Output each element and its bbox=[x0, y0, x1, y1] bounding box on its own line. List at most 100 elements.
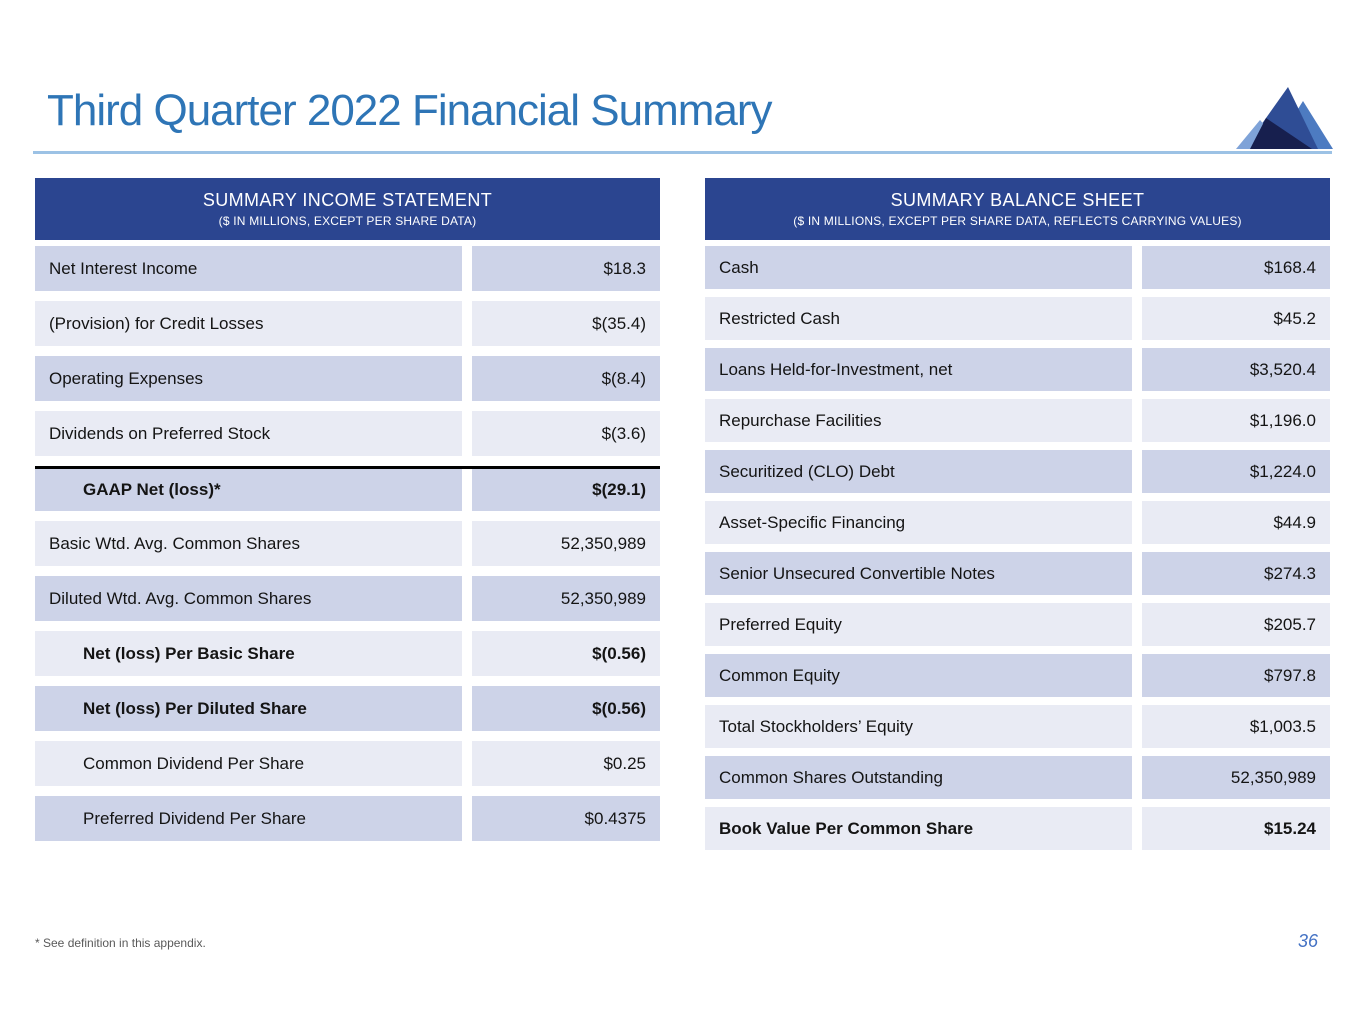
table-subtitle: ($ IN MILLIONS, EXCEPT PER SHARE DATA) bbox=[218, 214, 477, 228]
row-value: $(0.56) bbox=[472, 686, 660, 731]
row-value: $18.3 bbox=[472, 246, 660, 291]
row-label: Repurchase Facilities bbox=[705, 399, 1132, 442]
table-row: Preferred Dividend Per Share $0.4375 bbox=[35, 796, 660, 841]
row-label: Net (loss) Per Basic Share bbox=[35, 631, 462, 676]
table-row: Securitized (CLO) Debt $1,224.0 bbox=[705, 450, 1330, 493]
column-gap bbox=[462, 796, 472, 841]
column-gap bbox=[1132, 807, 1142, 850]
row-label: Preferred Dividend Per Share bbox=[35, 796, 462, 841]
column-gap bbox=[1132, 501, 1142, 544]
row-value: $0.25 bbox=[472, 741, 660, 786]
table-row: Basic Wtd. Avg. Common Shares 52,350,989 bbox=[35, 521, 660, 566]
row-value: $0.4375 bbox=[472, 796, 660, 841]
income-statement-rows: Net Interest Income $18.3 (Provision) for … bbox=[35, 246, 660, 841]
column-gap bbox=[462, 356, 472, 401]
page-number: 36 bbox=[1297, 931, 1318, 951]
income-statement-header: SUMMARY INCOME STATEMENT ($ IN MILLIONS,… bbox=[35, 178, 660, 240]
row-label: Restricted Cash bbox=[705, 297, 1132, 340]
table-title: SUMMARY INCOME STATEMENT bbox=[202, 190, 493, 210]
row-value: $205.7 bbox=[1142, 603, 1330, 646]
column-gap bbox=[462, 631, 472, 676]
row-label: (Provision) for Credit Losses bbox=[35, 301, 462, 346]
row-value: 52,350,989 bbox=[472, 576, 660, 621]
table-row: Total Stockholders’ Equity $1,003.5 bbox=[705, 705, 1330, 748]
row-value: 52,350,989 bbox=[472, 521, 660, 566]
column-gap bbox=[1132, 756, 1142, 799]
row-value: $(0.56) bbox=[472, 631, 660, 676]
table-row: Preferred Equity $205.7 bbox=[705, 603, 1330, 646]
row-value: $15.24 bbox=[1142, 807, 1330, 850]
table-row: Book Value Per Common Share $15.24 bbox=[705, 807, 1330, 850]
table-row: Restricted Cash $45.2 bbox=[705, 297, 1330, 340]
row-label: Asset-Specific Financing bbox=[705, 501, 1132, 544]
row-value: $(3.6) bbox=[472, 411, 660, 456]
table-row: Repurchase Facilities $1,196.0 bbox=[705, 399, 1330, 442]
table-row: Dividends on Preferred Stock $(3.6) bbox=[35, 411, 660, 456]
row-value: $44.9 bbox=[1142, 501, 1330, 544]
row-label: Basic Wtd. Avg. Common Shares bbox=[35, 521, 462, 566]
row-value: $1,003.5 bbox=[1142, 705, 1330, 748]
column-gap bbox=[462, 576, 472, 621]
row-value: $1,224.0 bbox=[1142, 450, 1330, 493]
column-gap bbox=[462, 469, 472, 511]
row-label: Net (loss) Per Diluted Share bbox=[35, 686, 462, 731]
table-row: GAAP Net (loss)* $(29.1) bbox=[35, 466, 660, 511]
row-value: $45.2 bbox=[1142, 297, 1330, 340]
title-underline-rule bbox=[33, 151, 1332, 154]
column-gap bbox=[1132, 399, 1142, 442]
row-label: Cash bbox=[705, 246, 1132, 289]
page-title: Third Quarter 2022 Financial Summary bbox=[47, 86, 773, 135]
row-label: Securitized (CLO) Debt bbox=[705, 450, 1132, 493]
row-value: $(8.4) bbox=[472, 356, 660, 401]
row-label: Senior Unsecured Convertible Notes bbox=[705, 552, 1132, 595]
table-row: Common Equity $797.8 bbox=[705, 654, 1330, 697]
table-title: SUMMARY BALANCE SHEET bbox=[890, 190, 1145, 210]
row-label: Common Dividend Per Share bbox=[35, 741, 462, 786]
row-label: Total Stockholders’ Equity bbox=[705, 705, 1132, 748]
column-gap bbox=[1132, 705, 1142, 748]
row-value: $(35.4) bbox=[472, 301, 660, 346]
column-gap bbox=[1132, 297, 1142, 340]
row-label: Diluted Wtd. Avg. Common Shares bbox=[35, 576, 462, 621]
row-value: 52,350,989 bbox=[1142, 756, 1330, 799]
balance-sheet-table: SUMMARY BALANCE SHEET ($ IN MILLIONS, EX… bbox=[705, 178, 1330, 858]
table-row: Senior Unsecured Convertible Notes $274.3 bbox=[705, 552, 1330, 595]
table-row: Asset-Specific Financing $44.9 bbox=[705, 501, 1330, 544]
column-gap bbox=[462, 301, 472, 346]
column-gap bbox=[1132, 246, 1142, 289]
column-gap bbox=[462, 521, 472, 566]
row-label: GAAP Net (loss)* bbox=[35, 469, 462, 511]
column-gap bbox=[462, 741, 472, 786]
row-label: Preferred Equity bbox=[705, 603, 1132, 646]
column-gap bbox=[1132, 552, 1142, 595]
column-gap bbox=[462, 411, 472, 456]
table-row: (Provision) for Credit Losses $(35.4) bbox=[35, 301, 660, 346]
row-value: $797.8 bbox=[1142, 654, 1330, 697]
table-row: Operating Expenses $(8.4) bbox=[35, 356, 660, 401]
table-row: Common Shares Outstanding 52,350,989 bbox=[705, 756, 1330, 799]
row-label: Operating Expenses bbox=[35, 356, 462, 401]
column-gap bbox=[1132, 450, 1142, 493]
row-label: Dividends on Preferred Stock bbox=[35, 411, 462, 456]
balance-sheet-rows: Cash $168.4 Restricted Cash $45.2 Loans Held… bbox=[705, 246, 1330, 850]
table-row: Diluted Wtd. Avg. Common Shares 52,350,98… bbox=[35, 576, 660, 621]
table-row: Common Dividend Per Share $0.25 bbox=[35, 741, 660, 786]
row-value: $(29.1) bbox=[472, 469, 660, 511]
row-label: Common Shares Outstanding bbox=[705, 756, 1132, 799]
row-value: $1,196.0 bbox=[1142, 399, 1330, 442]
income-statement-table: SUMMARY INCOME STATEMENT ($ IN MILLIONS,… bbox=[35, 178, 660, 851]
row-value: $168.4 bbox=[1142, 246, 1330, 289]
table-row: Loans Held-for-Investment, net $3,520.4 bbox=[705, 348, 1330, 391]
table-row: Net Interest Income $18.3 bbox=[35, 246, 660, 291]
column-gap bbox=[1132, 603, 1142, 646]
table-row: Net (loss) Per Diluted Share $(0.56) bbox=[35, 686, 660, 731]
row-value: $3,520.4 bbox=[1142, 348, 1330, 391]
column-gap bbox=[462, 686, 472, 731]
row-value: $274.3 bbox=[1142, 552, 1330, 595]
table-row: Net (loss) Per Basic Share $(0.56) bbox=[35, 631, 660, 676]
row-label: Net Interest Income bbox=[35, 246, 462, 291]
column-gap bbox=[1132, 348, 1142, 391]
footnote: * See definition in this appendix. bbox=[35, 936, 206, 950]
row-label: Common Equity bbox=[705, 654, 1132, 697]
column-gap bbox=[1132, 654, 1142, 697]
